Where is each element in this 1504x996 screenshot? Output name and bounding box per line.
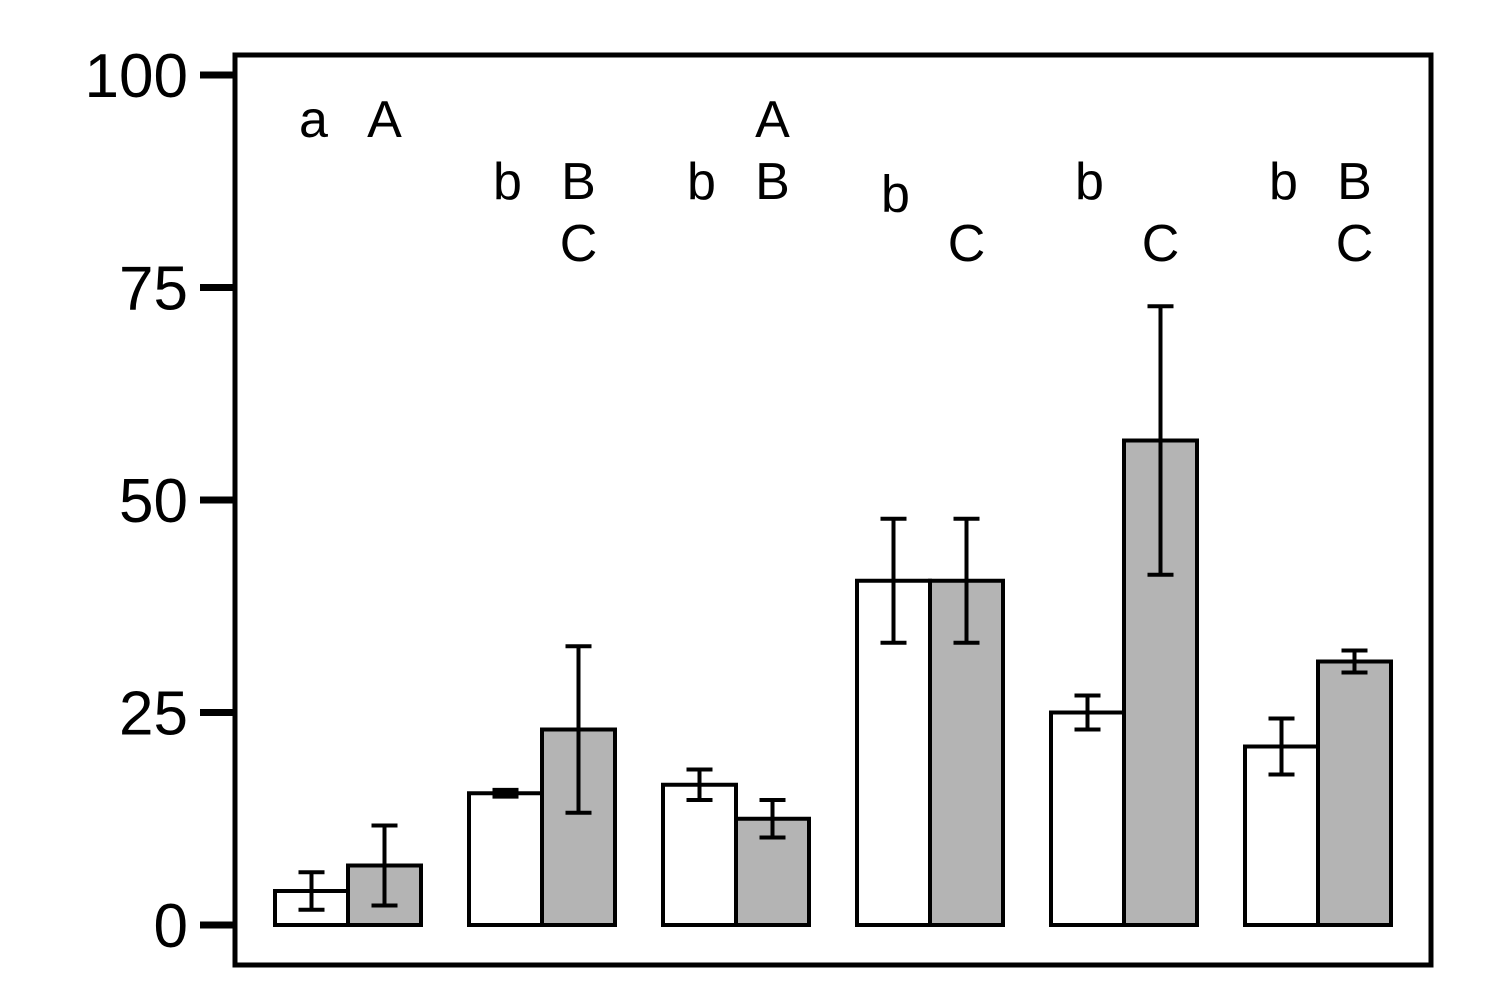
error-bar-g1-s2 [371, 823, 398, 908]
error-bars [298, 304, 1368, 912]
bars [273, 438, 1393, 927]
error-bar-g2-s2 [565, 644, 592, 815]
error-bar-g6-s1 [1268, 716, 1295, 777]
significance-letter-1-0: A [367, 91, 402, 149]
bar-g3-s1 [661, 782, 738, 927]
significance-letter-10-0: b [1269, 153, 1298, 211]
error-bar-g6-s2 [1341, 648, 1368, 675]
significance-letter-6-0: b [881, 165, 910, 223]
y-axis: 0 25 50 75 100 [85, 42, 235, 961]
significance-letter-3-0: B [561, 153, 596, 211]
y-tick-label-4: 100 [85, 42, 188, 111]
plot-frame [232, 52, 1434, 968]
error-bar-g4-s2 [953, 516, 980, 645]
y-tick-label-2: 50 [119, 467, 188, 536]
significance-letter-7-0: C [948, 215, 986, 273]
error-bar-g1-s1 [298, 870, 325, 912]
significance-letter-11-1: C [1336, 215, 1374, 273]
significance-letter-5-1: B [755, 153, 790, 211]
y-tick-label-1: 25 [119, 680, 188, 749]
bar-g5-s1 [1049, 710, 1126, 927]
error-bar-g5-s1 [1074, 693, 1101, 732]
error-bar-g5-s2 [1147, 304, 1174, 577]
significance-letter-5-0: A [755, 91, 790, 149]
significance-letter-11-0: B [1337, 153, 1372, 211]
significance-letter-9-0: C [1142, 215, 1180, 273]
y-tick-label-3: 75 [119, 255, 188, 324]
error-bar-g3-s2 [759, 798, 786, 840]
significance-letter-2-0: b [493, 153, 522, 211]
significance-letter-8-0: b [1075, 153, 1104, 211]
bar-g2-s1 [467, 791, 544, 927]
significance-letter-0-0: a [299, 91, 328, 149]
significance-letter-4-0: b [687, 153, 716, 211]
significance-letter-3-1: C [560, 215, 598, 273]
error-bar-g4-s1 [880, 516, 907, 645]
bar-g6-s2 [1316, 659, 1393, 927]
error-bar-g2-s1 [492, 787, 519, 799]
error-bar-g3-s1 [686, 767, 713, 803]
y-tick-label-0: 0 [154, 892, 188, 961]
